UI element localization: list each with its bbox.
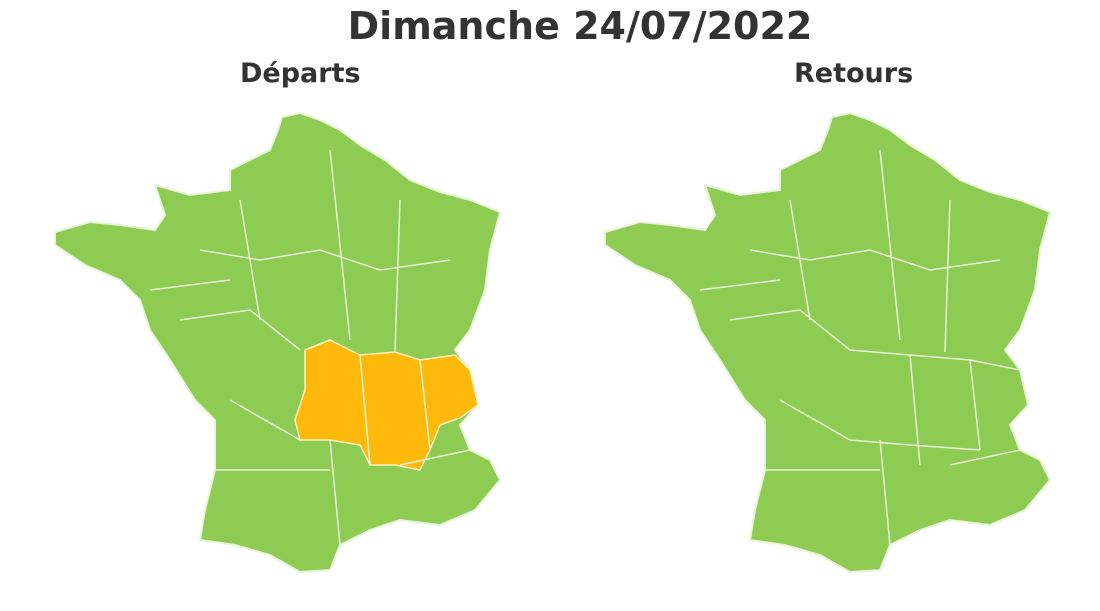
departs-map <box>54 112 501 573</box>
departs-borders <box>149 149 471 546</box>
france-departs-green <box>54 112 501 573</box>
page-title: Dimanche 24/07/2022 <box>347 4 813 48</box>
retours-map <box>604 112 1051 573</box>
maps-svg <box>54 112 1051 573</box>
departs-title: Départs <box>240 58 361 89</box>
retours-borders <box>699 149 1021 546</box>
france-retours-green <box>604 112 1051 573</box>
auvergne-rhone-alpes-orange <box>294 339 479 471</box>
retours-title: Retours <box>794 58 914 89</box>
